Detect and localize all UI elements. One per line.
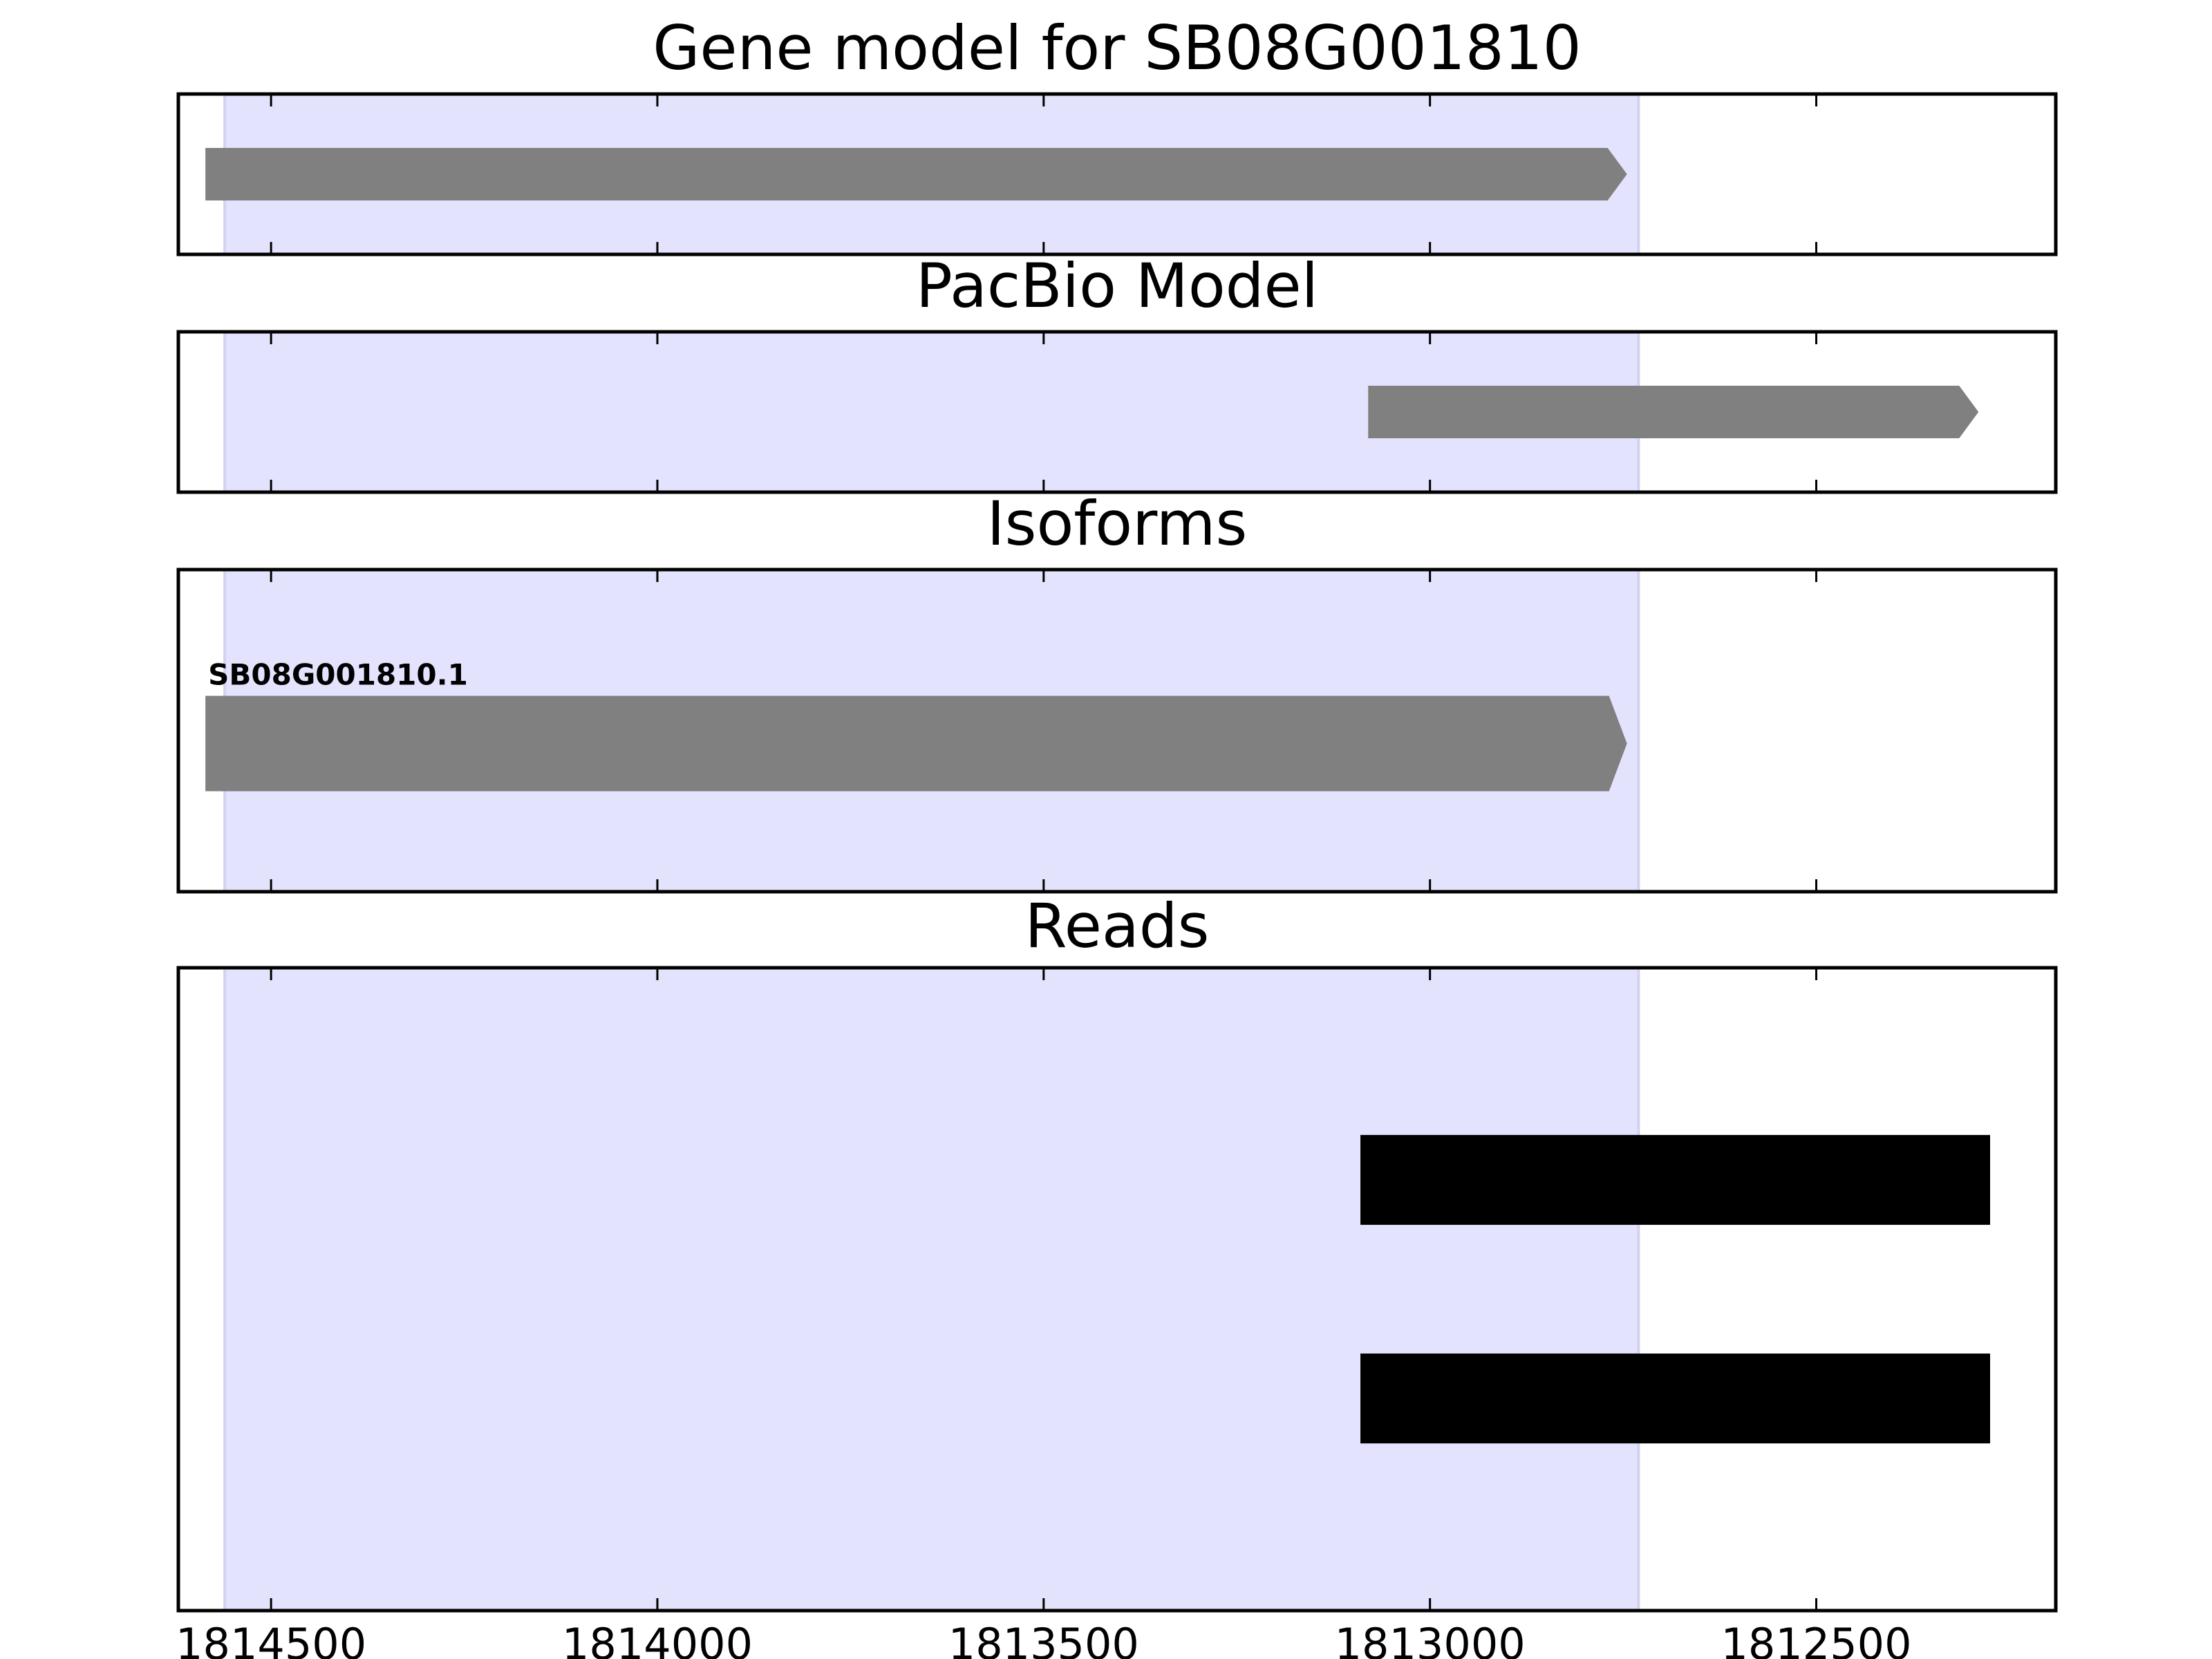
- isoforms-frame: [176, 568, 2058, 894]
- isoforms-feature-0: [205, 695, 1627, 791]
- gene-model-frame: [176, 92, 2058, 256]
- reads-read-0: [1360, 1134, 1990, 1225]
- reads-panel: Reads: [176, 890, 2058, 1613]
- x-tick-label: 1813000: [1335, 1619, 1526, 1659]
- x-tick-label: 1812500: [1721, 1619, 1911, 1659]
- pacbio-model-title: PacBio Model: [916, 250, 1318, 321]
- isoform-label: SB08G001810.1: [208, 658, 468, 692]
- x-tick-label: 1814000: [562, 1619, 753, 1659]
- isoforms-panel: SB08G001810.1 Isoforms: [176, 488, 2058, 894]
- pacbio-model-frame: [176, 330, 2058, 494]
- gene-model-title: Gene model for SB08G001810: [653, 12, 1582, 84]
- highlight-region: [223, 966, 1640, 1612]
- gene-model-panel: Gene model for SB08G001810: [176, 12, 2058, 256]
- x-tick-labels: 1814500 1814000 1813500 1813000 1812500: [176, 1619, 1912, 1659]
- reads-read-1: [1360, 1353, 1990, 1444]
- gene-model-feature-0: [205, 148, 1627, 200]
- isoforms-title: Isoforms: [987, 488, 1248, 559]
- reads-title: Reads: [1025, 890, 1210, 962]
- reads-frame: [176, 966, 2058, 1613]
- x-tick-label: 1814500: [176, 1619, 366, 1659]
- x-tick-label: 1813500: [948, 1619, 1139, 1659]
- pacbio-model-panel: PacBio Model: [176, 250, 2058, 494]
- pacbio-model-feature-0: [1368, 386, 1979, 438]
